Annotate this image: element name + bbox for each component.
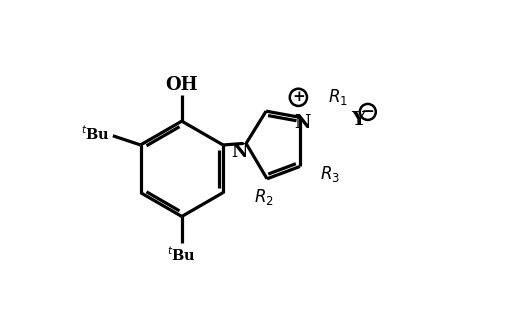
Text: Y: Y (351, 110, 366, 129)
Text: $R_2$: $R_2$ (254, 187, 274, 207)
Text: +: + (292, 90, 305, 104)
Text: OH: OH (166, 76, 198, 94)
Text: N: N (294, 114, 311, 132)
Text: −: − (362, 105, 374, 119)
Text: $^t$Bu: $^t$Bu (81, 124, 111, 143)
Text: N: N (231, 143, 247, 161)
Text: $R_1$: $R_1$ (328, 87, 347, 107)
Text: $^t$Bu: $^t$Bu (167, 245, 196, 264)
Text: $R_3$: $R_3$ (320, 164, 340, 184)
